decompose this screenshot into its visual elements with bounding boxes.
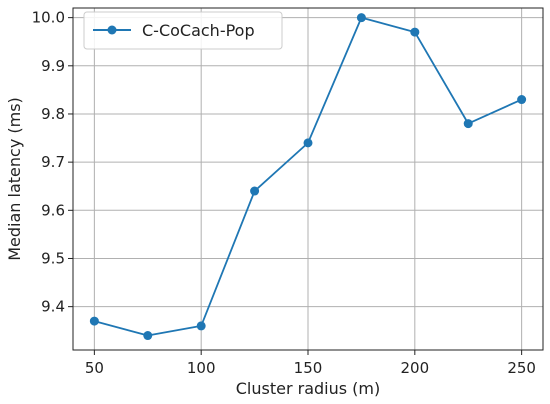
x-tick-label: 200: [400, 359, 429, 377]
grid: [73, 8, 543, 350]
legend-label: C-CoCach-Pop: [142, 21, 255, 40]
data-point: [356, 13, 366, 23]
legend: C-CoCach-Pop: [83, 11, 283, 50]
data-point: [463, 119, 473, 129]
x-tick-label: 150: [294, 359, 323, 377]
y-tick-label: 9.7: [41, 153, 65, 171]
data-point: [410, 27, 420, 37]
y-tick-label: 9.8: [41, 105, 65, 123]
x-axis-label: Cluster radius (m): [236, 379, 381, 398]
data-point: [143, 331, 153, 341]
y-tick-label: 9.9: [41, 57, 65, 75]
x-tick-label: 100: [187, 359, 216, 377]
data-point: [517, 95, 527, 105]
y-axis-label: Median latency (ms): [5, 97, 24, 261]
x-axis: 50 100 150 200 250: [85, 350, 536, 377]
data-point: [303, 138, 313, 148]
legend-box: [83, 11, 283, 50]
data-point: [196, 321, 206, 331]
y-tick-label: 9.5: [41, 249, 65, 267]
legend-marker-swatch: [107, 25, 117, 35]
y-tick-label: 10.0: [32, 9, 65, 27]
series-layer: [89, 13, 527, 341]
data-point: [250, 186, 260, 196]
y-tick-label: 9.6: [41, 201, 65, 219]
data-point: [89, 316, 99, 326]
x-tick-label: 250: [507, 359, 536, 377]
y-axis: 9.4 9.5 9.6 9.7 9.8 9.9 10.0: [32, 9, 73, 316]
x-tick-label: 50: [85, 359, 104, 377]
y-tick-label: 9.4: [41, 298, 65, 316]
